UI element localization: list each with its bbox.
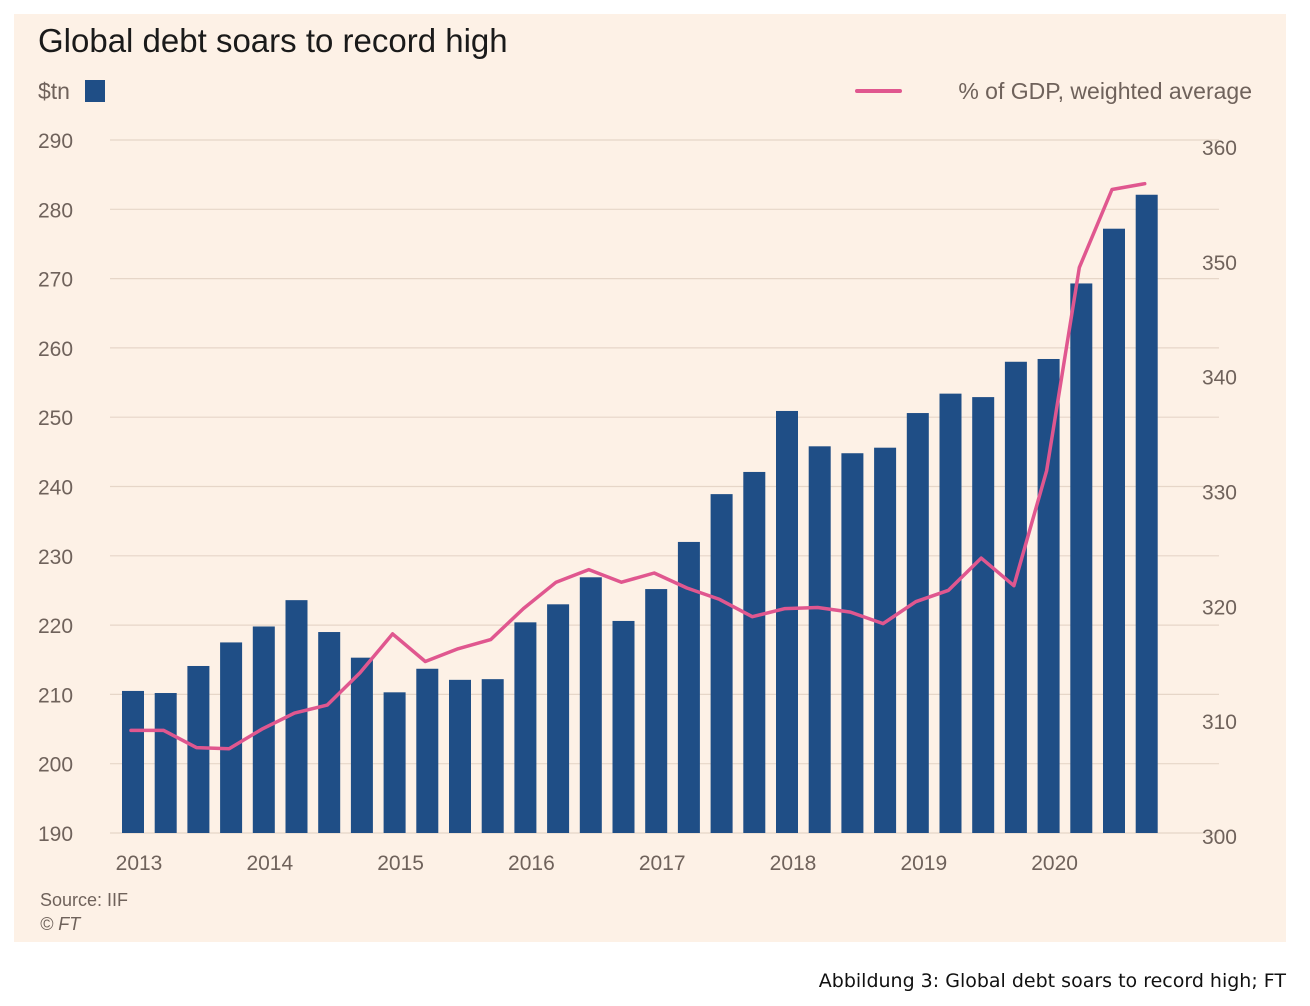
bar: [187, 665, 210, 833]
left-axis-unit-label: $tn: [38, 78, 70, 104]
left-axis-ticks: 290 280 270 260 250 240 230 220 210 200 190: [38, 130, 73, 846]
bar: [906, 413, 929, 833]
x-tick-label: 2018: [770, 852, 817, 875]
gdp-percent-line: [129, 181, 1147, 751]
x-axis-ticks: 2013 2014 2015 2016 2017 2018 2019 2020: [116, 852, 1078, 875]
right-tick-label: 350: [1202, 252, 1237, 275]
left-tick-label: 270: [38, 269, 73, 292]
bar: [612, 620, 635, 833]
bar: [122, 690, 144, 833]
bar: [710, 494, 733, 833]
right-tick-label: 310: [1202, 711, 1237, 734]
right-tick-label: 300: [1202, 826, 1237, 849]
right-tick-label: 340: [1202, 367, 1237, 390]
right-tick-label: 330: [1202, 482, 1237, 505]
bar-series: [122, 194, 1158, 834]
bar: [841, 453, 864, 833]
bar: [677, 541, 700, 833]
x-tick-label: 2013: [116, 852, 163, 875]
chart-panel: Global debt soars to record high $tn % o…: [14, 14, 1286, 942]
bar-legend-swatch: [85, 80, 105, 102]
copyright-note: © FT: [40, 914, 82, 934]
right-tick-label: 360: [1202, 137, 1237, 160]
chart-title: Global debt soars to record high: [38, 22, 508, 59]
bar: [1004, 361, 1027, 833]
bar: [776, 410, 798, 833]
left-tick-label: 200: [38, 754, 73, 777]
bar: [318, 632, 341, 833]
bar: [645, 589, 668, 833]
x-tick-label: 2015: [377, 852, 424, 875]
left-tick-label: 230: [38, 546, 73, 569]
left-tick-label: 210: [38, 684, 73, 707]
bar: [1037, 358, 1060, 833]
bar: [350, 657, 373, 833]
bar: [972, 397, 995, 833]
bar: [939, 393, 962, 833]
chart-svg: Global debt soars to record high $tn % o…: [38, 22, 1252, 934]
bar: [383, 692, 406, 833]
bar: [547, 604, 570, 833]
bar: [579, 577, 602, 833]
bar: [416, 668, 439, 833]
left-tick-label: 250: [38, 407, 73, 430]
source-note: Source: IIF: [40, 890, 128, 910]
bar: [481, 679, 504, 833]
line-series-group: [129, 181, 1147, 751]
left-tick-label: 220: [38, 615, 73, 638]
x-tick-label: 2014: [246, 852, 293, 875]
left-tick-label: 240: [38, 477, 73, 500]
x-tick-label: 2016: [508, 852, 555, 875]
bar: [874, 447, 897, 833]
bar: [154, 693, 177, 833]
bar: [1135, 194, 1158, 833]
line-legend-label: % of GDP, weighted average: [958, 78, 1252, 104]
bar: [1103, 228, 1125, 834]
bar: [449, 679, 471, 833]
right-axis-ticks: 360 350 340 330 320 310 300: [1202, 137, 1237, 849]
bar: [514, 622, 537, 833]
x-tick-label: 2017: [639, 852, 686, 875]
bar: [1070, 283, 1093, 833]
bar: [743, 471, 766, 833]
figure-caption: Abbildung 3: Global debt soars to record…: [818, 970, 1286, 992]
right-tick-label: 320: [1202, 596, 1237, 619]
bar: [220, 642, 243, 833]
bar: [808, 446, 831, 833]
left-tick-label: 280: [38, 199, 73, 222]
left-tick-label: 190: [38, 823, 73, 846]
left-tick-label: 260: [38, 338, 73, 361]
x-tick-label: 2019: [900, 852, 947, 875]
left-tick-label: 290: [38, 130, 73, 153]
bar: [285, 600, 308, 833]
x-tick-label: 2020: [1031, 852, 1078, 875]
